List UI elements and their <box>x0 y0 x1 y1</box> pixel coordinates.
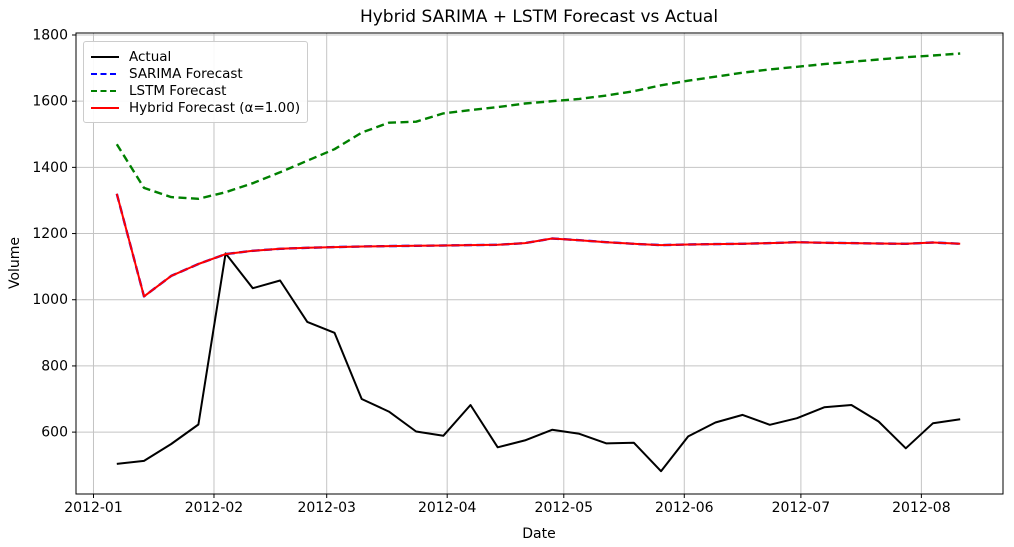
y-tick-label: 600 <box>41 425 68 441</box>
x-tick-label: 2012-05 <box>535 500 594 516</box>
x-tick-label: 2012-04 <box>418 500 477 516</box>
series-line-sarima-forecast <box>115 193 961 298</box>
y-tick-label: 1200 <box>32 226 68 242</box>
x-axis-label: Date <box>522 526 555 542</box>
legend-item: Actual <box>90 48 298 65</box>
y-tick-label: 1600 <box>32 94 68 110</box>
legend-item: Hybrid Forecast (α=1.00) <box>90 100 301 117</box>
legend-label: LSTM Forecast <box>129 83 227 100</box>
series-line-hybrid-forecast <box>115 193 961 298</box>
axis-layer: 600 800 1000 1200 1400 1600 1800 2012-01 2012-02… <box>32 27 1004 516</box>
chart-title: Hybrid SARIMA + LSTM Forecast vs Actual <box>360 7 718 27</box>
x-tick-label: 2012-06 <box>655 500 714 516</box>
y-tick-label: 1800 <box>32 27 68 43</box>
legend-swatch-dashed-line <box>91 90 119 93</box>
plot-frame <box>75 32 1004 495</box>
legend-swatch-solid-line <box>91 107 119 110</box>
x-tick-label: 2012-07 <box>772 500 831 516</box>
legend-label: Actual <box>129 48 172 65</box>
legend-swatch-solid-line <box>91 55 119 58</box>
legend: Actual SARIMA Forecast LSTM Forecast Hybrid… <box>83 41 308 123</box>
x-tick-label: 2012-02 <box>185 500 244 516</box>
y-tick-label: 1400 <box>32 160 68 176</box>
series-line-actual <box>116 252 961 473</box>
series-line-lstm-forecast <box>115 52 961 201</box>
legend-label: Hybrid Forecast (α=1.00) <box>129 100 301 117</box>
x-tick-label: 2012-08 <box>892 500 951 516</box>
series-layer <box>115 52 961 473</box>
y-axis-label: Volume <box>7 237 23 289</box>
legend-item: LSTM Forecast <box>90 83 298 100</box>
y-tick-label: 800 <box>41 358 68 374</box>
y-tick-label: 1000 <box>32 292 68 308</box>
legend-label: SARIMA Forecast <box>129 65 243 82</box>
legend-swatch-dashed-line <box>91 72 119 75</box>
legend-item: SARIMA Forecast <box>90 65 298 82</box>
x-tick-label: 2012-01 <box>64 500 123 516</box>
x-tick-label: 2012-03 <box>297 500 356 516</box>
